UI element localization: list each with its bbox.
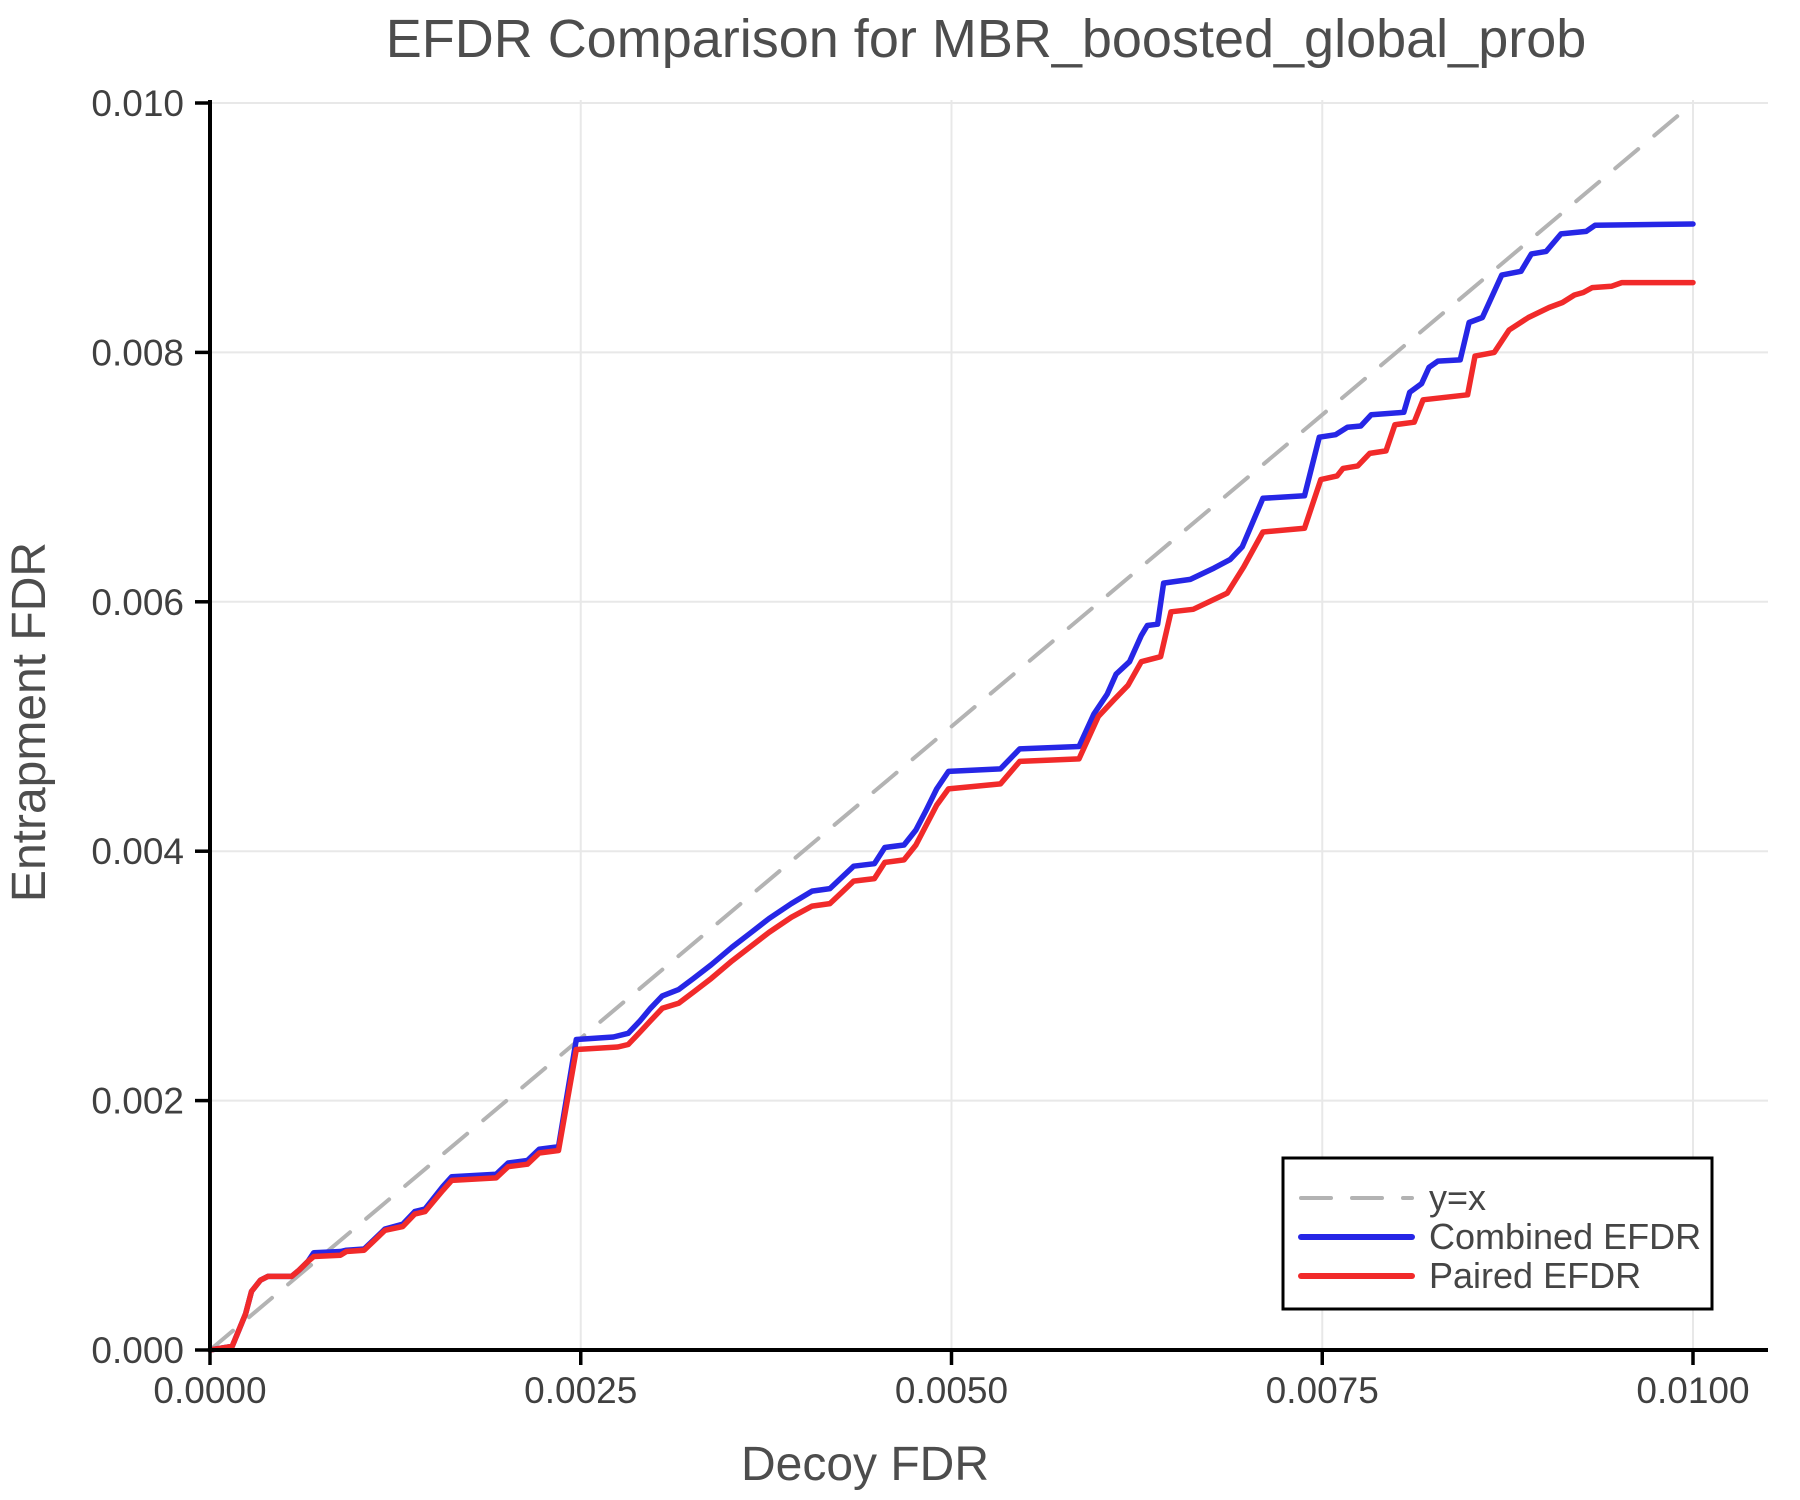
y-tick-label: 0.008	[91, 332, 184, 373]
x-tick-label: 0.0025	[524, 1370, 637, 1411]
data-series	[207, 101, 1696, 1353]
y-tick-label: 0.004	[91, 831, 184, 872]
legend-label: Paired EFDR	[1429, 1255, 1641, 1296]
y-axis-title: Entrapment FDR	[3, 542, 56, 902]
chart-title: EFDR Comparison for MBR_boosted_global_p…	[386, 9, 1587, 69]
tick-labels: 0.0000 0.0025 0.0050 0.0075 0.0100 0.000 0.002…	[91, 83, 1749, 1411]
legend-box	[1281, 1156, 1714, 1311]
x-tick-label: 0.0075	[1266, 1370, 1379, 1411]
series-line-y-x	[208, 101, 1695, 1352]
x-tick-label: 0.0050	[895, 1370, 1008, 1411]
legend-label: Combined EFDR	[1429, 1216, 1701, 1257]
y-tick-label: 0.000	[91, 1330, 184, 1371]
legend-label: y=x	[1429, 1177, 1486, 1218]
y-tick-label: 0.006	[91, 582, 184, 623]
x-tick-label: 0.0100	[1636, 1370, 1749, 1411]
y-tick-label: 0.010	[91, 83, 184, 124]
series-line-paired-efdr	[207, 279, 1696, 1353]
y-tick-label: 0.002	[91, 1081, 184, 1122]
x-axis-title: Decoy FDR	[741, 1438, 989, 1491]
x-tick-label: 0.0000	[153, 1370, 266, 1411]
axes	[195, 100, 1768, 1365]
